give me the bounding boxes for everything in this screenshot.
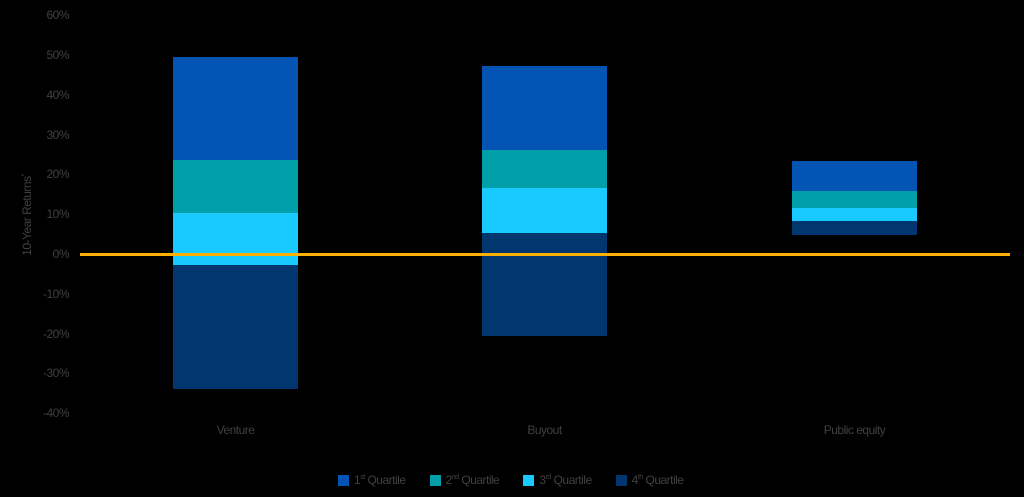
- y-tick-label: 50%: [46, 48, 69, 62]
- legend-item: 1st Quartile: [338, 473, 406, 487]
- bar-segment: [173, 213, 298, 266]
- x-category-label: Public equity: [823, 423, 886, 437]
- legend-swatch-icon: [615, 474, 627, 486]
- zero-reference-line: [80, 253, 1010, 256]
- y-tick-label: 0%: [52, 247, 70, 261]
- legend-label: 1st Quartile: [354, 473, 406, 487]
- legend-label: 3rd Quartile: [539, 473, 592, 487]
- legend-item: 2nd Quartile: [429, 473, 500, 487]
- bar-segment: [482, 150, 607, 188]
- y-axis-label-text: 10-Year Returns: [20, 176, 34, 256]
- y-tick-label: 10%: [46, 207, 69, 222]
- bar-segment: [792, 191, 917, 208]
- x-category-label: Venture: [216, 423, 255, 437]
- y-tick-label: 30%: [46, 127, 69, 142]
- bar-segment: [792, 207, 917, 221]
- legend-swatch-icon: [338, 474, 349, 486]
- y-axis-label-footnote: *: [21, 174, 28, 177]
- y-axis-label: 10-Year Returns*: [20, 174, 34, 256]
- legend-label: 4th Quartile: [631, 473, 684, 487]
- y-tick-label: 60%: [46, 8, 69, 23]
- bar-segment: [173, 160, 298, 213]
- y-tick-label: 40%: [46, 87, 69, 102]
- legend-swatch-icon: [429, 474, 441, 486]
- y-tick-label: -10%: [42, 286, 70, 301]
- legend: 1st Quartile 2nd Quartile 3rd Quartile 4th …: [338, 473, 708, 487]
- bar-segment: [173, 56, 298, 161]
- legend-swatch-icon: [523, 474, 535, 486]
- bar-segment: [482, 187, 607, 233]
- bar-segment: [173, 265, 298, 389]
- legend-item: 3rd Quartile: [523, 473, 592, 487]
- y-tick-label: 20%: [46, 167, 69, 182]
- y-tick-label: -30%: [42, 366, 70, 381]
- y-tick-label: -40%: [42, 406, 70, 421]
- bar-segment: [792, 160, 917, 192]
- y-tick-label: -20%: [42, 326, 70, 341]
- legend-item: 4th Quartile: [615, 473, 684, 487]
- legend-label: 2nd Quartile: [445, 473, 500, 487]
- bar-segment: [482, 232, 607, 336]
- bar-segment: [792, 220, 917, 235]
- x-category-label: Buyout: [527, 423, 562, 437]
- bar-segment: [482, 66, 607, 151]
